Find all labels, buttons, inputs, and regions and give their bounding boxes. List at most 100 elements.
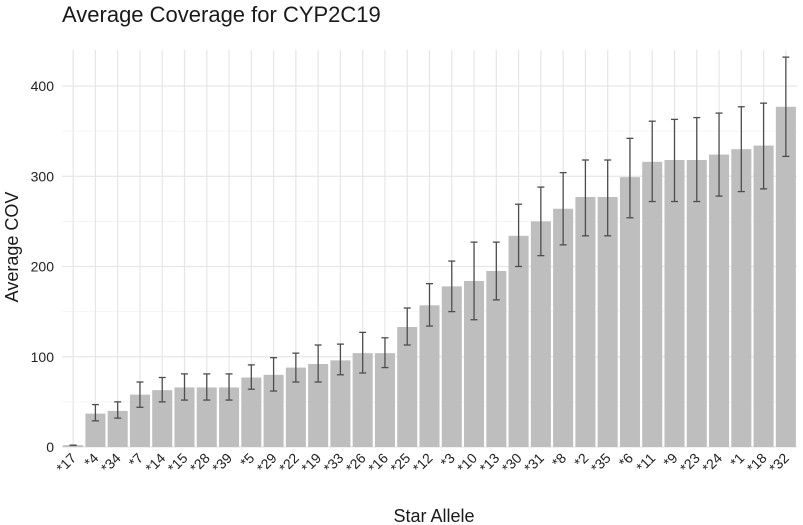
error-bar xyxy=(671,118,678,203)
x-tick-label: *1 xyxy=(727,450,748,471)
error-bar xyxy=(448,260,456,313)
x-axis-title: Star Allele xyxy=(393,506,474,525)
error-bar xyxy=(782,56,790,158)
x-tick-label: *22 xyxy=(276,450,302,476)
error-bar xyxy=(181,373,188,401)
bar xyxy=(129,394,150,447)
error-bar xyxy=(247,364,255,390)
x-tick-label: *4 xyxy=(81,450,102,471)
x-tick-label: *23 xyxy=(677,450,703,476)
error-bar xyxy=(537,186,545,257)
x-tick-label: *14 xyxy=(142,450,168,476)
bar xyxy=(575,197,596,447)
x-tick-label: *25 xyxy=(387,450,413,476)
x-tick-label: *16 xyxy=(365,450,391,476)
bar xyxy=(241,377,262,447)
error-bar xyxy=(225,373,233,401)
x-tick-label: *29 xyxy=(254,450,280,476)
bar xyxy=(464,280,485,447)
x-tick-label: *2 xyxy=(571,450,592,471)
bar xyxy=(486,271,507,447)
bar xyxy=(441,286,462,447)
bar xyxy=(107,410,128,447)
error-bar xyxy=(604,159,612,237)
bar xyxy=(285,367,306,447)
y-axis-title: Average COV xyxy=(2,192,22,303)
bar xyxy=(753,145,774,447)
error-bar xyxy=(715,112,723,197)
error-bar xyxy=(581,159,589,237)
x-tick-label: *11 xyxy=(633,450,659,476)
bar xyxy=(530,221,551,447)
error-bar xyxy=(203,373,211,401)
bar xyxy=(85,413,106,447)
bar xyxy=(174,387,195,447)
bar xyxy=(597,197,618,447)
bar xyxy=(553,208,574,447)
x-tick-label: *5 xyxy=(237,450,258,471)
x-tick-label: *26 xyxy=(343,450,369,476)
error-bar xyxy=(648,120,656,203)
bars xyxy=(63,106,796,448)
error-bar xyxy=(91,403,99,422)
chart-title: Average Coverage for CYP2C19 xyxy=(62,2,381,27)
x-tick-label: *7 xyxy=(125,450,146,471)
error-bar xyxy=(158,376,166,403)
bar xyxy=(686,160,707,447)
x-tick-label: *12 xyxy=(409,450,435,476)
y-tick-label: 100 xyxy=(31,349,55,365)
bar xyxy=(352,353,373,447)
x-tick-label: *24 xyxy=(699,450,725,476)
x-tick-label: *28 xyxy=(187,450,213,476)
x-tick-label: *34 xyxy=(98,450,124,476)
y-tick-label: 400 xyxy=(31,78,55,94)
bar xyxy=(263,374,284,447)
error-bar xyxy=(693,116,701,203)
x-tick-label: *9 xyxy=(660,450,681,471)
x-tick-label: *10 xyxy=(454,450,480,476)
error-bar xyxy=(737,106,745,193)
bar xyxy=(152,390,173,447)
x-tick-label: *6 xyxy=(615,450,636,471)
bar xyxy=(63,445,84,447)
x-tick-label: *32 xyxy=(766,450,792,476)
error-bar xyxy=(381,337,389,369)
error-bar xyxy=(559,171,567,246)
bar xyxy=(731,149,752,448)
error-bar xyxy=(292,352,300,383)
error-bar xyxy=(626,137,634,219)
x-tick-label: *33 xyxy=(320,450,346,476)
error-bar xyxy=(114,401,122,419)
x-tick-label: *18 xyxy=(744,450,770,476)
y-tick-label: 300 xyxy=(31,168,55,184)
bar xyxy=(419,305,440,447)
error-bar xyxy=(336,343,344,376)
x-tick-label: *17 xyxy=(53,450,79,476)
x-tick-label: *31 xyxy=(521,450,547,476)
bar xyxy=(374,353,395,447)
bar xyxy=(619,177,640,447)
error-bar xyxy=(270,357,278,392)
error-bar xyxy=(403,307,411,346)
bar xyxy=(330,360,351,447)
y-tick-label: 0 xyxy=(46,439,54,455)
bar xyxy=(397,326,418,447)
error-bar xyxy=(470,241,478,321)
bar xyxy=(219,387,240,447)
bar xyxy=(196,387,217,447)
y-tick-label: 200 xyxy=(31,259,55,275)
bar xyxy=(642,161,663,447)
x-tick-label: *3 xyxy=(437,450,458,471)
error-bar xyxy=(492,241,500,301)
error-bar xyxy=(136,381,144,408)
x-tick-label: *19 xyxy=(298,450,324,476)
error-bar xyxy=(515,203,523,268)
error-bars xyxy=(69,56,790,446)
error-bar xyxy=(760,102,768,190)
error-bar xyxy=(314,344,322,383)
error-bar xyxy=(359,331,367,374)
x-tick-label: *15 xyxy=(164,450,190,476)
x-tick-label: *13 xyxy=(476,450,502,476)
bar xyxy=(775,106,796,447)
